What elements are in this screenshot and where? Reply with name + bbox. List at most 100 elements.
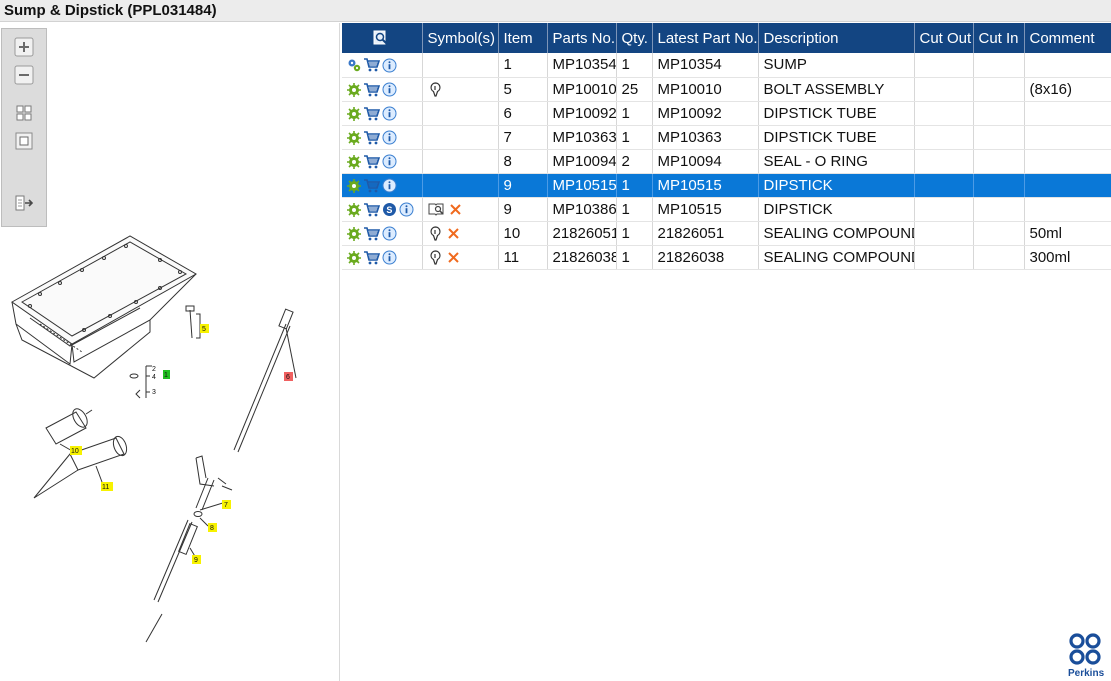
column-header-comment[interactable]: Comment — [1024, 23, 1111, 53]
svg-text:9: 9 — [194, 557, 198, 564]
cell-cut-in — [973, 53, 1025, 78]
cart-icon[interactable] — [363, 82, 380, 97]
cell-comment — [1024, 173, 1111, 198]
cell-item: 1 — [498, 53, 548, 78]
pin-icon[interactable] — [428, 250, 443, 265]
info-icon[interactable] — [382, 82, 397, 97]
cell-description: BOLT ASSEMBLY — [758, 77, 915, 102]
search-document-icon[interactable] — [372, 29, 390, 47]
row-symbols — [422, 149, 499, 174]
cart-icon[interactable] — [363, 58, 380, 72]
parts-list-pane: Symbol(s) Item Parts No. Qty. Latest Par… — [342, 23, 1111, 681]
cart-icon[interactable] — [363, 130, 380, 145]
column-header-latest-part-no[interactable]: Latest Part No. — [652, 23, 759, 53]
cell-qty: 1 — [616, 197, 653, 222]
cell-cut-in — [973, 221, 1025, 246]
cell-description: SEALING COMPOUND — [758, 245, 915, 270]
info-icon[interactable] — [382, 154, 397, 169]
column-header-parts-no[interactable]: Parts No. — [547, 23, 617, 53]
table-row[interactable]: 8 MP10094 2 MP10094 SEAL - O RING — [342, 149, 1111, 174]
cell-cut-in — [973, 245, 1025, 270]
fit-window-button[interactable] — [14, 131, 34, 151]
cart-icon[interactable] — [363, 154, 380, 169]
row-actions — [342, 53, 423, 78]
perkins-logo: Perkins — [1066, 632, 1110, 679]
export-button[interactable] — [14, 193, 34, 213]
cell-cut-out — [914, 221, 974, 246]
cell-latest-part-no: MP10010 — [652, 77, 759, 102]
brand-name: Perkins — [1068, 668, 1105, 679]
row-actions — [342, 77, 423, 102]
info-icon[interactable] — [382, 178, 397, 193]
gear-icon[interactable] — [347, 226, 361, 241]
info-icon[interactable] — [399, 202, 414, 217]
cell-cut-in — [973, 197, 1025, 222]
title-bar: Sump & Dipstick (PPL031484) — [0, 0, 1111, 22]
zoom-out-button[interactable] — [14, 65, 34, 85]
cart-icon[interactable] — [363, 178, 380, 193]
info-icon[interactable] — [382, 250, 397, 265]
info-icon[interactable] — [382, 130, 397, 145]
book-search-icon[interactable] — [428, 202, 445, 217]
cell-description: DIPSTICK — [758, 197, 915, 222]
info-icon[interactable] — [382, 226, 397, 241]
column-header-qty[interactable]: Qty. — [616, 23, 653, 53]
pin-icon[interactable] — [428, 226, 443, 241]
cell-item: 11 — [498, 245, 548, 270]
table-row[interactable]: 10 21826051 1 21826051 SEALING COMPOUND 50ml — [342, 221, 1111, 246]
table-row[interactable]: 9 MP10515 1 MP10515 DIPSTICK — [342, 173, 1111, 198]
table-row[interactable]: S 9 MP10386 1 MP10515 DIPSTICK — [342, 197, 1111, 222]
cell-cut-in — [973, 101, 1025, 126]
row-actions: S — [342, 197, 423, 222]
info-icon[interactable] — [382, 58, 397, 73]
exploded-parts-diagram[interactable]: 5 1 6 24 3 10 11 7 8 9 — [0, 228, 330, 648]
pin-icon[interactable] — [428, 82, 443, 97]
column-header-actions[interactable] — [342, 23, 423, 53]
cell-item: 6 — [498, 101, 548, 126]
info-icon[interactable] — [382, 106, 397, 121]
cell-comment — [1024, 101, 1111, 126]
gear-icon[interactable] — [347, 106, 361, 121]
table-row[interactable]: 7 MP10363 1 MP10363 DIPSTICK TUBE — [342, 125, 1111, 150]
cell-cut-out — [914, 173, 974, 198]
gears-icon[interactable] — [347, 58, 361, 72]
table-row[interactable]: 6 MP10092 1 MP10092 DIPSTICK TUBE — [342, 101, 1111, 126]
cell-comment: 300ml — [1024, 245, 1111, 270]
gear-icon[interactable] — [347, 82, 361, 97]
cell-description: DIPSTICK TUBE — [758, 101, 915, 126]
cell-qty: 1 — [616, 221, 653, 246]
column-header-cut-out[interactable]: Cut Out — [914, 23, 974, 53]
column-header-symbols[interactable]: Symbol(s) — [422, 23, 499, 53]
svg-text:6: 6 — [286, 374, 290, 381]
gear-icon[interactable] — [347, 154, 361, 169]
s-badge-icon[interactable]: S — [382, 202, 397, 217]
column-header-item[interactable]: Item — [498, 23, 548, 53]
cell-cut-in — [973, 125, 1025, 150]
gear-icon[interactable] — [347, 178, 361, 193]
parts-table: Symbol(s) Item Parts No. Qty. Latest Par… — [342, 23, 1111, 270]
table-row[interactable]: 11 21826038 1 21826038 SEALING COMPOUND 300ml — [342, 245, 1111, 270]
row-symbols — [422, 221, 499, 246]
gear-icon[interactable] — [347, 202, 361, 217]
column-header-description[interactable]: Description — [758, 23, 915, 53]
cart-icon[interactable] — [363, 226, 380, 241]
row-symbols — [422, 53, 499, 78]
cell-parts-no: MP10354 — [547, 53, 617, 78]
table-row[interactable]: 5 MP10010 25 MP10010 BOLT ASSEMBLY (8x16) — [342, 77, 1111, 102]
column-header-cut-in[interactable]: Cut In — [973, 23, 1025, 53]
svg-text:8: 8 — [210, 525, 214, 532]
cart-icon[interactable] — [363, 202, 380, 217]
page-title: Sump & Dipstick (PPL031484) — [4, 2, 217, 19]
cart-icon[interactable] — [363, 106, 380, 121]
cross-icon — [447, 227, 460, 240]
gear-icon[interactable] — [347, 130, 361, 145]
cell-parts-no: MP10386 — [547, 197, 617, 222]
cart-icon[interactable] — [363, 250, 380, 265]
table-row[interactable]: 1 MP10354 1 MP10354 SUMP — [342, 53, 1111, 78]
gear-icon[interactable] — [347, 250, 361, 265]
row-actions — [342, 173, 423, 198]
zoom-in-button[interactable] — [14, 37, 34, 57]
row-actions — [342, 101, 423, 126]
fit-all-button[interactable] — [14, 103, 34, 123]
